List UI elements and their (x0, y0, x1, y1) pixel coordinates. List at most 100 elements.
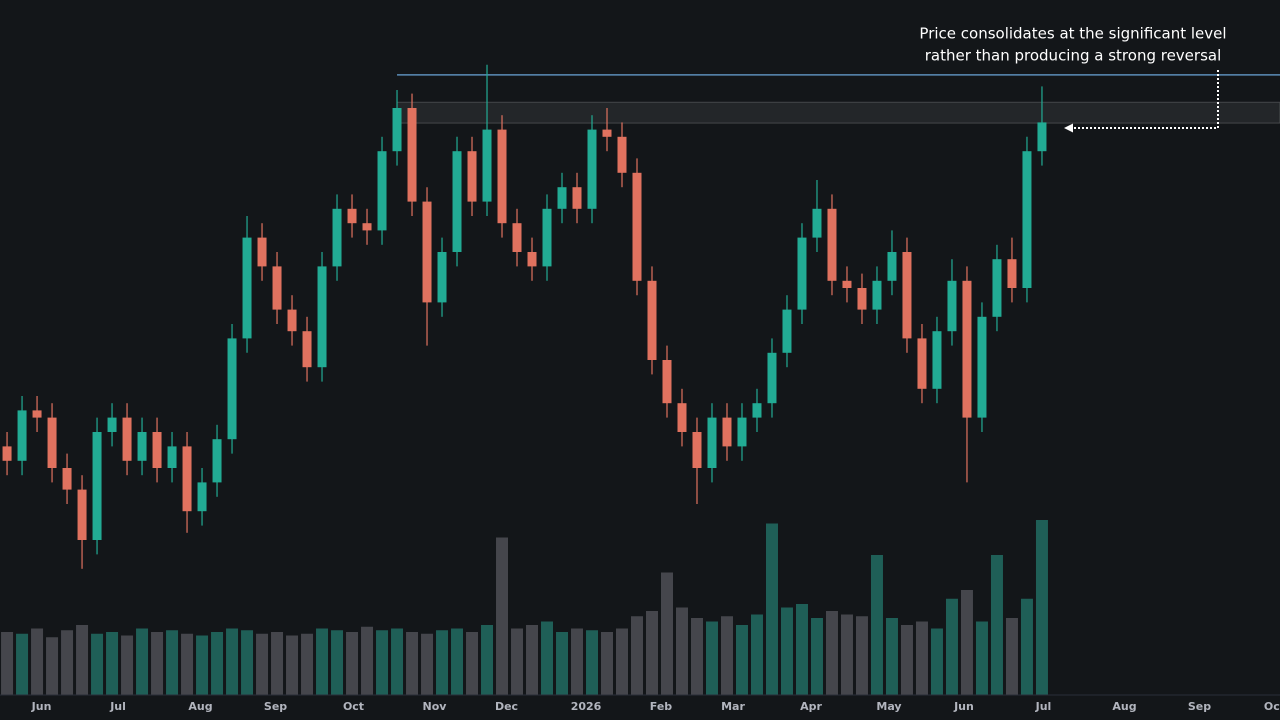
volume-bar (46, 637, 59, 695)
volume-bar (16, 633, 29, 695)
volume-bar (196, 635, 209, 695)
x-tick-label: Jul (1035, 700, 1052, 713)
x-tick-label: Aug (1112, 700, 1136, 713)
x-tick-label: Jul (109, 700, 126, 713)
candle-body (212, 439, 222, 483)
candle-body (242, 237, 252, 339)
volume-bar (1020, 598, 1033, 695)
candle-body (302, 331, 312, 368)
candle-body (1007, 259, 1017, 288)
volume-bar (226, 628, 239, 695)
x-tick-label: Oct (1264, 700, 1280, 713)
candle-body (347, 208, 357, 224)
candle-body (1022, 151, 1032, 288)
candle-body (782, 309, 792, 353)
x-tick-label: Aug (188, 700, 212, 713)
volume-bar (586, 630, 599, 695)
volume-bar (316, 628, 329, 695)
candle-body (287, 309, 297, 332)
candle-body (32, 410, 42, 418)
volume-bar (945, 598, 958, 695)
candle-body (137, 432, 147, 461)
volume-bar (391, 628, 404, 695)
candle-body (17, 410, 27, 461)
volume-bar (645, 611, 658, 695)
x-tick-label: 2026 (571, 700, 602, 713)
candle-body (617, 136, 627, 173)
volume-bar (151, 632, 164, 695)
volume-bar (421, 633, 434, 695)
x-tick-label: Mar (721, 700, 745, 713)
candle-body (482, 129, 492, 202)
volume-bar (481, 625, 494, 695)
volume-bar (406, 632, 419, 695)
candle-body (857, 288, 867, 310)
candle-body (707, 417, 717, 468)
volume-bar (690, 618, 703, 695)
volume-bar (271, 632, 284, 695)
volume-bar (541, 621, 554, 695)
arrow-path (1072, 70, 1219, 129)
x-tick-label: Sep (1188, 700, 1211, 713)
volume-bar (91, 633, 104, 695)
volume-bar (1035, 520, 1048, 695)
annotation-arrow (1064, 70, 1219, 133)
volume-bar (1, 632, 14, 695)
candle-body (842, 280, 852, 288)
volume-bar (885, 618, 898, 695)
volume-bar (765, 523, 778, 695)
candle-body (107, 417, 117, 432)
volume-bar (735, 625, 748, 695)
volume-bar (750, 614, 763, 695)
candle-body (437, 252, 447, 303)
candle-body (872, 280, 882, 310)
volume-bar (136, 628, 149, 695)
candle-body (272, 266, 282, 310)
candle-body (662, 360, 672, 404)
x-tick-label: Dec (495, 700, 518, 713)
candle-body (677, 403, 687, 432)
candle-body (317, 266, 327, 368)
candle-body (512, 223, 522, 252)
volume-bar (121, 635, 134, 695)
candle-body (962, 280, 972, 418)
candle-body (122, 417, 132, 461)
volume-bar (451, 628, 464, 695)
volume-bar (286, 635, 299, 695)
volume-bar (601, 632, 614, 695)
candle-body (902, 252, 912, 339)
volume-bar (181, 633, 194, 695)
volume-bar (166, 630, 179, 695)
x-tick-label: Oct (343, 700, 364, 713)
volume-bar (795, 604, 808, 695)
volume-bar (840, 614, 853, 695)
volume-bar (825, 611, 838, 695)
volume-bar (436, 630, 449, 695)
volume-bar (241, 630, 254, 695)
candle-body (542, 208, 552, 267)
volume-bar (496, 537, 509, 695)
volume-bar (810, 618, 823, 695)
volume-bar (256, 633, 269, 695)
candle-body (92, 432, 102, 540)
volume-bar (616, 628, 629, 695)
candle-body (557, 187, 567, 209)
candle-body (62, 468, 72, 490)
volume-bar (301, 633, 314, 695)
candle-body (527, 252, 537, 267)
candle-body (992, 259, 1002, 317)
volume-bar (1005, 618, 1018, 695)
volume-bar (960, 590, 973, 695)
candle-body (362, 223, 372, 231)
candle-body (452, 151, 462, 252)
volume-bar (870, 555, 883, 695)
candle-body (497, 129, 507, 224)
candle-body (737, 417, 747, 447)
candle-body (377, 151, 387, 231)
time-axis: Jun Jul Aug Sep Oct Nov Dec 2026 Feb Mar Apr May Jun… (31, 700, 1280, 713)
volume-bar (631, 616, 643, 695)
candle-body (647, 280, 657, 360)
volume-bar (466, 632, 479, 695)
volume-bar (526, 625, 539, 695)
candle-body (182, 446, 192, 512)
